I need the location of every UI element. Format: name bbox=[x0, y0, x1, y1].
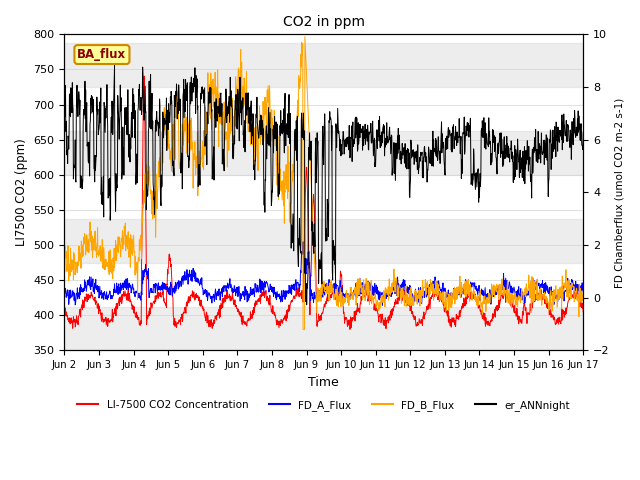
Text: BA_flux: BA_flux bbox=[77, 48, 127, 61]
Legend: LI-7500 CO2 Concentration, FD_A_Flux, FD_B_Flux, er_ANNnight: LI-7500 CO2 Concentration, FD_A_Flux, FD… bbox=[74, 396, 574, 415]
Bar bbox=[65, 307, 583, 350]
Bar bbox=[65, 131, 583, 175]
Y-axis label: FD Chamberflux (umol CO2 m-2 s-1): FD Chamberflux (umol CO2 m-2 s-1) bbox=[615, 97, 625, 288]
Y-axis label: LI7500 CO2 (ppm): LI7500 CO2 (ppm) bbox=[15, 139, 28, 246]
Title: CO2 in ppm: CO2 in ppm bbox=[283, 15, 365, 29]
X-axis label: Time: Time bbox=[308, 376, 339, 389]
Bar bbox=[65, 219, 583, 263]
Bar bbox=[65, 43, 583, 87]
